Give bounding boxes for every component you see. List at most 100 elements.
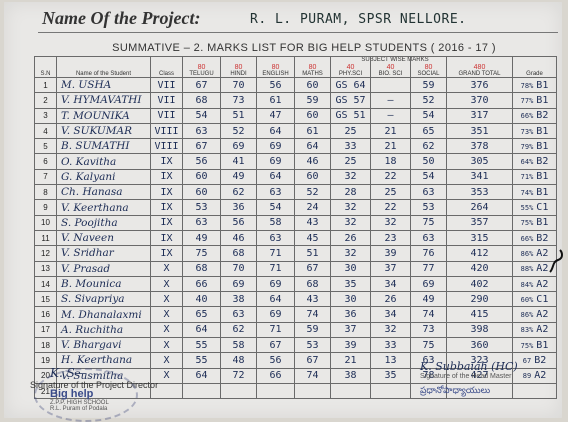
mark-eng: 61: [256, 92, 295, 109]
percentage: 60%: [520, 295, 534, 304]
mark-mat: 60: [294, 107, 331, 124]
table-row: 16 M. Dhanalaxmi X 65 63 69 74 36 34 74 415 86% A2: [34, 306, 557, 323]
student-name: V. Naveen: [56, 229, 151, 247]
mark-hin: 62: [220, 321, 257, 339]
grade-cell: 75% B1: [512, 214, 557, 231]
mark-eng: 64: [256, 291, 295, 308]
summative-title: SUMMATIVE – 2. MARKS LIST FOR BIG HELP S…: [112, 42, 496, 54]
mark-mat: 64: [294, 138, 331, 155]
mark-tot: 370: [446, 92, 513, 109]
mark-phy: [330, 382, 371, 400]
mark-bio: —: [370, 107, 411, 124]
mark-soc: 54: [410, 107, 447, 124]
mark-hin: 70: [220, 260, 257, 277]
grade-cell: 89 A2: [512, 367, 557, 384]
mark-cls: X: [150, 275, 183, 293]
col-header: 80 HINDI: [220, 56, 257, 78]
mark-cls: VII: [150, 92, 183, 109]
mark-mat: 60: [294, 76, 331, 94]
grade-cell: 60% C1: [512, 291, 557, 308]
mark-tot: 351: [446, 122, 513, 140]
student-name: V. SUKUMAR: [56, 122, 151, 140]
col-header: S.N: [34, 56, 57, 78]
table-row: 5 B. SUMATHI VIII 67 69 69 64 33 21 62 378 79% B1: [34, 138, 557, 155]
mark-hin: 58: [220, 337, 257, 354]
row-sn: 8: [34, 184, 57, 201]
student-name: T. MOUNIKA: [56, 107, 151, 124]
grade-cell: 86% A2: [512, 245, 557, 262]
mark-eng: 64: [256, 168, 295, 186]
mark-eng: 56: [256, 352, 295, 369]
col-header: 480 GRAND TOTAL: [446, 56, 513, 78]
table-body: 1 M. USHA VII 67 70 56 60 GS 64 59 376 78% B1 2 V. HY…: [34, 76, 557, 400]
table-row: 17 A. Ruchitha X 64 62 71 59 37 32 73 398 83% A2: [34, 321, 557, 339]
project-value: R. L. PURAM, SPSR NELLORE.: [250, 12, 467, 27]
col-header: 80 SOCIAL: [410, 56, 447, 78]
table-row: 6 O. Kavitha IX 56 41 69 46 25 18 50 305 64% B2: [34, 153, 557, 170]
table-row: 9 V. Keerthana IX 53 36 54 24 32 22 53 264 55% C1: [34, 199, 557, 216]
max-marks: 80: [197, 64, 206, 71]
col-header: 80 ENGLISH: [256, 56, 295, 78]
percentage: 77%: [520, 96, 534, 105]
table-row: 3 T. MOUNIKA VII 54 51 47 60 GS 51—54 317 66% B2: [34, 107, 557, 124]
mark-tot: 378: [446, 138, 513, 155]
mark-mat: 59: [294, 92, 331, 109]
mark-hin: 52: [220, 122, 257, 140]
mark-tot: 376: [446, 76, 513, 94]
row-sn: 12: [34, 245, 57, 262]
mark-eng: 67: [256, 337, 295, 354]
student-name: O. Kavitha: [56, 153, 151, 170]
pen-mark-icon: [549, 249, 563, 273]
mark-cls: X: [150, 306, 183, 323]
mark-bio: [370, 76, 411, 94]
mark-tel: 49: [182, 229, 221, 247]
mark-phy: 32: [330, 245, 371, 262]
mark-cls: IX: [150, 184, 183, 201]
grade: B1: [536, 217, 549, 229]
row-sn: 7: [34, 168, 57, 186]
grade: B1: [536, 125, 549, 137]
mark-bio: 34: [370, 306, 411, 323]
grade-cell: 66% B2: [512, 229, 557, 247]
mark-cls: X: [150, 337, 183, 354]
mark-soc: 73: [410, 321, 447, 339]
max-marks: 40: [346, 64, 355, 71]
row-sn: 1: [34, 76, 57, 94]
mark-tot: 305: [446, 153, 513, 170]
grade: B1: [536, 171, 549, 183]
percentage: 74%: [520, 188, 534, 197]
col-header: Class: [150, 56, 183, 78]
row-sn: 17: [34, 321, 57, 339]
col-header: Grade: [512, 56, 557, 78]
mark-bio: 37: [370, 260, 411, 277]
grade: B1: [536, 140, 549, 152]
mark-tel: 40: [182, 291, 221, 308]
mark-tel: 56: [182, 153, 221, 170]
mark-tot: 415: [446, 306, 513, 323]
mark-hin: 36: [220, 199, 257, 216]
max-marks: 80: [271, 64, 280, 71]
grade: A2: [534, 370, 547, 382]
grade: A2: [536, 247, 549, 259]
student-name: B. SUMATHI: [56, 138, 151, 155]
mark-tot: 412: [446, 245, 513, 262]
grade-cell: 75% B1: [512, 337, 557, 354]
mark-bio: 25: [370, 184, 411, 201]
mark-soc: 63: [410, 229, 447, 247]
mark-phy: 37: [330, 321, 371, 339]
mark-bio: —: [370, 92, 411, 109]
mark-cls: IX: [150, 168, 183, 186]
grade: B1: [536, 94, 549, 106]
mark-mat: 51: [294, 245, 331, 262]
percentage: 86%: [520, 311, 534, 320]
mark-cls: IX: [150, 229, 183, 247]
mark-hin: 68: [220, 245, 257, 262]
mark-soc: 77: [410, 260, 447, 277]
mark-phy: 21: [330, 352, 371, 369]
grade: C1: [536, 293, 549, 305]
mark-phy: GS 57: [330, 92, 371, 109]
mark-phy: 32: [330, 199, 371, 216]
row-sn: 6: [34, 153, 57, 170]
row-sn: 2: [34, 92, 57, 109]
student-name: M. USHA: [56, 76, 151, 94]
